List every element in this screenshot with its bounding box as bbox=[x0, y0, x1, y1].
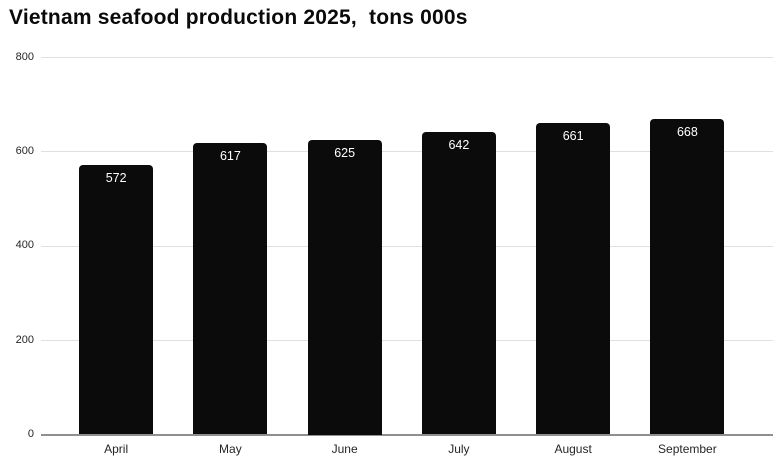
y-tick-label: 600 bbox=[15, 144, 34, 157]
gridline-400 bbox=[41, 245, 773, 247]
x-tick-label-july: July bbox=[448, 442, 470, 456]
bar-may: 617 bbox=[193, 143, 268, 435]
bar-april: 572 bbox=[79, 164, 154, 435]
chart-title: Vietnam seafood production 2025, tons 00… bbox=[9, 6, 468, 29]
bar-value-label: 617 bbox=[219, 149, 241, 164]
x-tick-label-april: April bbox=[104, 442, 129, 456]
x-tick-label-june: June bbox=[331, 442, 358, 456]
bar-value-label: 572 bbox=[105, 170, 127, 185]
bar-value-label: 642 bbox=[448, 137, 470, 152]
y-tick-label: 800 bbox=[15, 50, 34, 63]
x-tick-label-september: September bbox=[658, 442, 717, 456]
bar-august: 661 bbox=[536, 122, 611, 435]
bar-value-label: 661 bbox=[562, 128, 584, 143]
y-tick-label: 0 bbox=[27, 428, 34, 440]
x-tick-label-may: May bbox=[219, 442, 242, 456]
y-tick-label: 200 bbox=[15, 333, 34, 346]
bar-september: 668 bbox=[650, 119, 725, 435]
gridline-800 bbox=[41, 57, 773, 58]
bar-value-label: 625 bbox=[334, 145, 356, 160]
gridline-600 bbox=[41, 151, 773, 153]
bar-june: 625 bbox=[307, 139, 382, 435]
y-tick-label: 400 bbox=[15, 239, 34, 252]
bar-value-label: 668 bbox=[676, 125, 698, 140]
gridline-200 bbox=[41, 340, 773, 342]
bar-july: 642 bbox=[421, 131, 496, 435]
x-tick-label-august: August bbox=[554, 442, 592, 456]
x-axis-line bbox=[41, 433, 773, 436]
